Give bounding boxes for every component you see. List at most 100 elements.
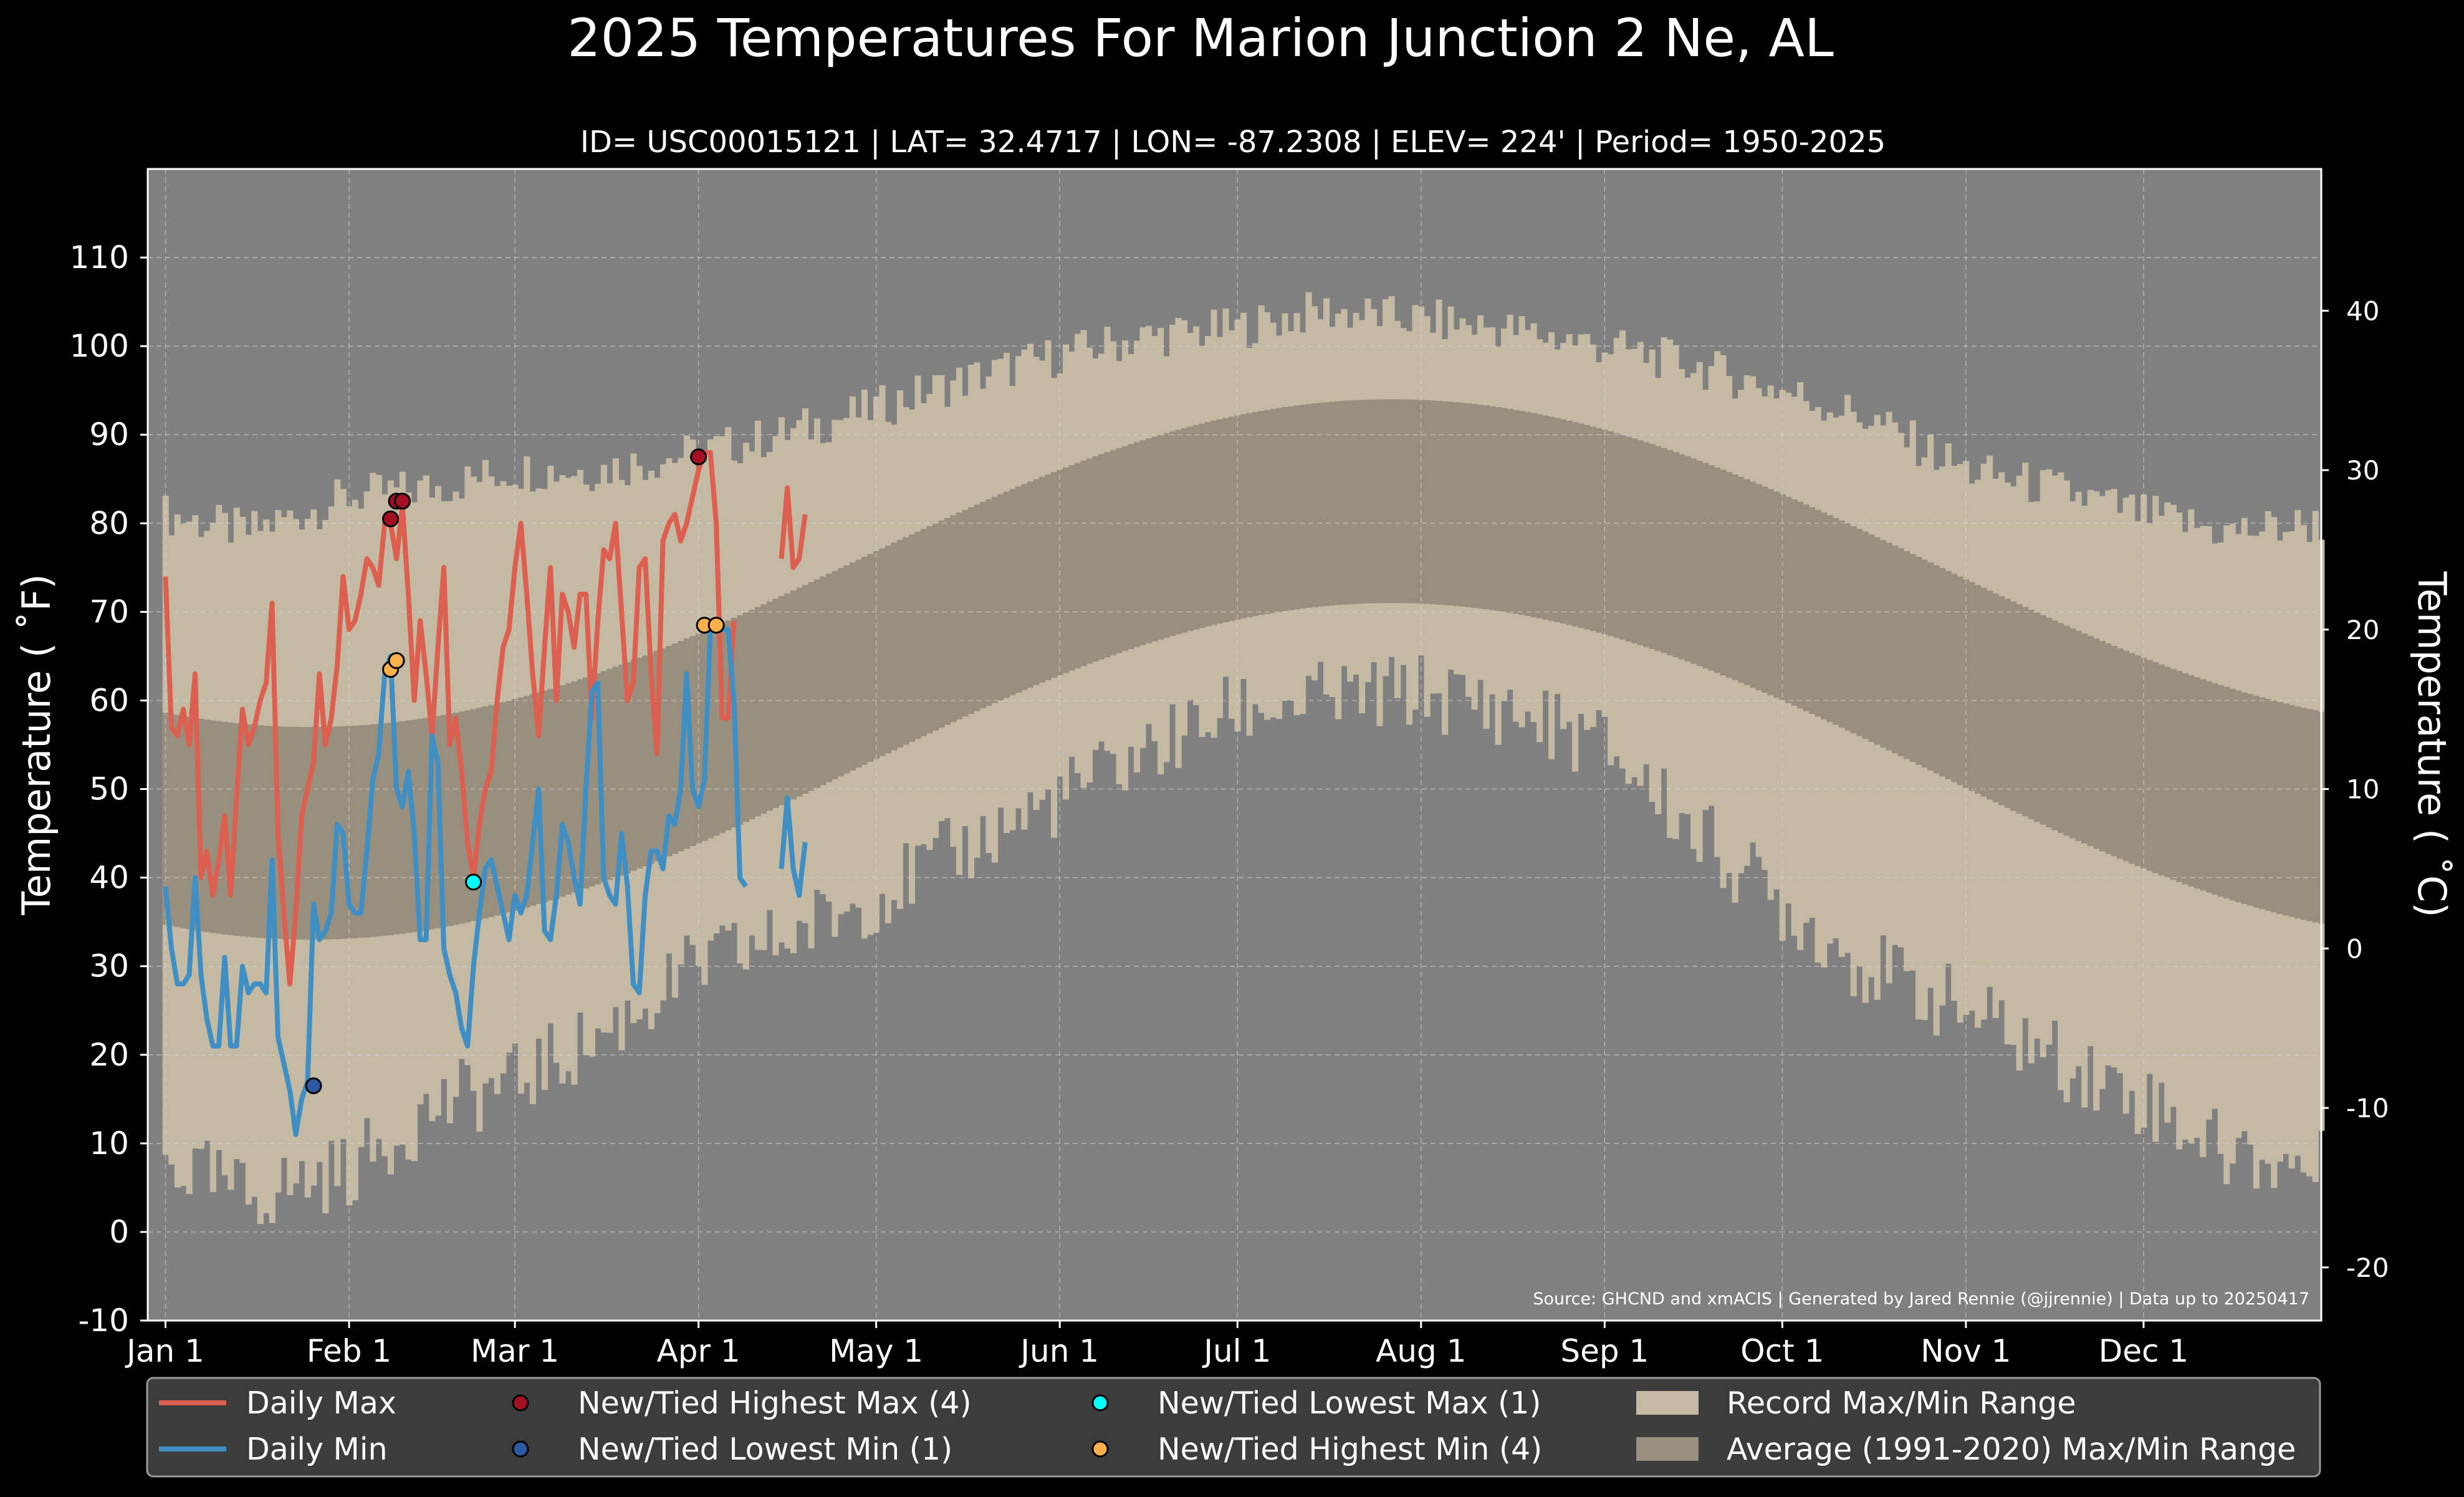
normal-bar xyxy=(2193,677,2200,889)
normal-bar xyxy=(1465,403,1472,607)
normal-bar xyxy=(1459,402,1466,607)
normal-bar xyxy=(1655,446,1662,652)
normal-bar xyxy=(843,565,850,774)
normal-bar xyxy=(1826,515,1833,723)
normal-bar xyxy=(612,667,619,878)
normal-bar xyxy=(1844,523,1851,731)
legend-label: Record Max/Min Range xyxy=(1727,1385,2076,1421)
normal-bar xyxy=(387,723,394,935)
normal-bar xyxy=(2134,655,2141,867)
legend-dot-swatch xyxy=(512,1440,529,1458)
normal-bar xyxy=(1329,402,1336,606)
normal-bar xyxy=(813,579,821,788)
normal-bar xyxy=(322,726,329,940)
legend-dot-swatch xyxy=(1091,1440,1109,1458)
normal-bar xyxy=(405,720,412,933)
normal-bar xyxy=(932,523,939,731)
normal-bar xyxy=(1738,476,1745,683)
y-tick-label-right: -20 xyxy=(2346,1253,2389,1283)
y-tick-label: 110 xyxy=(70,239,129,276)
normal-bar xyxy=(1762,486,1768,693)
normal-bar xyxy=(1856,529,1863,736)
normal-bar xyxy=(2063,625,2070,836)
normal-bar xyxy=(1471,403,1478,608)
normal-bar xyxy=(2283,703,2289,916)
normal-bar xyxy=(2164,667,2171,878)
normal-bar xyxy=(1933,565,1940,774)
normal-bar xyxy=(263,725,270,938)
normal-bar xyxy=(1317,402,1324,607)
normal-bar xyxy=(642,655,649,867)
normal-bar xyxy=(2069,628,2076,839)
x-tick-label: Mar 1 xyxy=(471,1333,559,1369)
normal-bar xyxy=(1791,499,1798,706)
normal-bar xyxy=(1062,467,1070,673)
normal-bar xyxy=(1957,576,1963,786)
legend-label: New/Tied Highest Max (4) xyxy=(578,1385,972,1421)
normal-bar xyxy=(784,593,791,802)
normal-bar xyxy=(2205,681,2212,893)
normal-bar xyxy=(1288,406,1295,610)
normal-bar xyxy=(209,720,216,933)
normal-bar xyxy=(1086,458,1093,664)
x-tick-label: Nov 1 xyxy=(1920,1333,2011,1369)
normal-bar xyxy=(1921,559,1928,768)
normal-bar xyxy=(1945,570,1952,779)
y-tick-label-right: -10 xyxy=(2346,1093,2389,1124)
normal-bar xyxy=(956,513,963,720)
y-tick-label: 70 xyxy=(89,594,129,630)
normal-bar xyxy=(1323,402,1330,607)
normal-bar xyxy=(1151,436,1158,642)
normal-bar xyxy=(529,694,536,906)
normal-bar xyxy=(2075,630,2082,841)
normal-bar xyxy=(991,496,999,703)
normal-bar xyxy=(1163,433,1170,638)
y-tick-label-right: 30 xyxy=(2346,455,2379,486)
normal-bar xyxy=(204,720,211,932)
y-tick-label-right: 40 xyxy=(2346,296,2379,326)
normal-bar xyxy=(1412,400,1419,604)
y-tick-label: 30 xyxy=(89,948,129,984)
normal-bar xyxy=(1987,590,1993,800)
legend-label: Daily Max xyxy=(246,1385,396,1421)
normal-bar xyxy=(1584,425,1591,630)
normal-bar xyxy=(482,706,489,919)
normal-bar xyxy=(2235,690,2242,903)
x-tick-label: Jan 1 xyxy=(125,1333,204,1369)
normal-bar xyxy=(837,568,845,777)
normal-bar xyxy=(1110,450,1117,655)
y-axis-right: -20 -10 0 10 20 30 40 xyxy=(2321,296,2389,1283)
normal-bar xyxy=(1021,484,1028,690)
normal-bar xyxy=(1726,472,1733,678)
normal-bar xyxy=(1133,442,1141,647)
normal-bar xyxy=(891,542,898,751)
normal-bar xyxy=(228,723,234,935)
legend-box xyxy=(146,1377,2321,1478)
normal-bar xyxy=(174,715,181,928)
x-tick-label: Aug 1 xyxy=(1376,1333,1466,1369)
normal-bar xyxy=(1679,454,1685,660)
normal-bar xyxy=(216,721,223,934)
x-axis: Jan 1 Feb 1 Mar 1 Apr 1 May 1 Jun 1 Jul 1 Aug 1… xyxy=(125,1321,2188,1369)
record-marker xyxy=(394,493,411,510)
normal-bar xyxy=(737,615,744,825)
normal-bar xyxy=(1341,400,1348,605)
normal-bar xyxy=(524,695,530,908)
normal-bar xyxy=(1293,405,1300,610)
normal-bar xyxy=(393,721,400,935)
normal-bar xyxy=(1234,415,1241,620)
normal-bar xyxy=(1139,440,1146,645)
normal-bar xyxy=(1672,452,1679,658)
normal-bar xyxy=(1027,481,1034,688)
y-tick-label-right: 20 xyxy=(2346,615,2379,645)
normal-bar xyxy=(1080,460,1087,667)
normal-bar xyxy=(1572,421,1579,627)
normal-bar xyxy=(453,713,459,925)
normal-bar xyxy=(310,727,317,940)
normal-bar xyxy=(257,725,264,938)
normal-bar xyxy=(1264,410,1271,614)
normal-bar xyxy=(399,721,406,934)
normal-bar xyxy=(1939,568,1946,777)
normal-bar xyxy=(997,494,1004,701)
normal-bar xyxy=(659,648,666,859)
